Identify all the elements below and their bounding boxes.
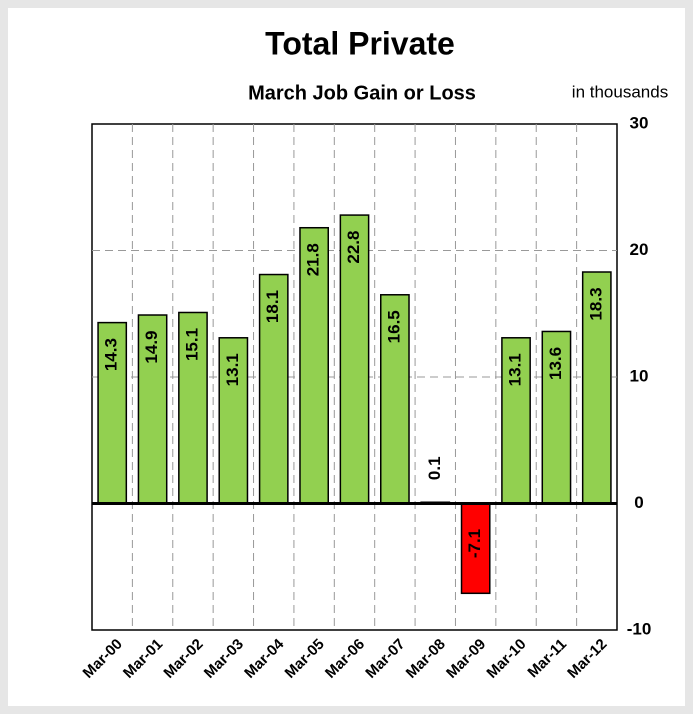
- chart-title: Total Private: [265, 25, 455, 61]
- bar: [258, 273, 289, 505]
- data-label: 13.1: [506, 353, 525, 386]
- data-label: 0.1: [425, 456, 444, 480]
- bar: [299, 226, 330, 505]
- data-label: 15.1: [182, 328, 201, 361]
- bar: [581, 271, 612, 505]
- data-label: 18.3: [586, 287, 605, 320]
- bar: [137, 314, 168, 505]
- data-label: 21.8: [304, 243, 323, 276]
- data-label: 14.3: [102, 338, 121, 371]
- bar: [460, 502, 491, 595]
- y-tick-label: 20: [630, 240, 649, 259]
- data-label: 13.6: [546, 347, 565, 380]
- bar: [339, 214, 370, 505]
- bar: [97, 321, 128, 505]
- y-tick-label: 10: [630, 366, 649, 385]
- unit-label: in thousands: [572, 82, 668, 101]
- data-label: 16.5: [384, 310, 403, 343]
- chart-subtitle: March Job Gain or Loss: [248, 82, 476, 104]
- bar: [218, 337, 249, 505]
- y-tick-label: -10: [627, 619, 652, 638]
- bar: [541, 330, 572, 505]
- y-tick-label: 0: [634, 493, 643, 512]
- data-label: -7.1: [465, 529, 484, 558]
- data-label: 13.1: [223, 353, 242, 386]
- data-label: 14.9: [142, 330, 161, 363]
- data-label: 18.1: [263, 290, 282, 323]
- data-label: 22.8: [344, 231, 363, 264]
- y-tick-label: 30: [630, 113, 649, 132]
